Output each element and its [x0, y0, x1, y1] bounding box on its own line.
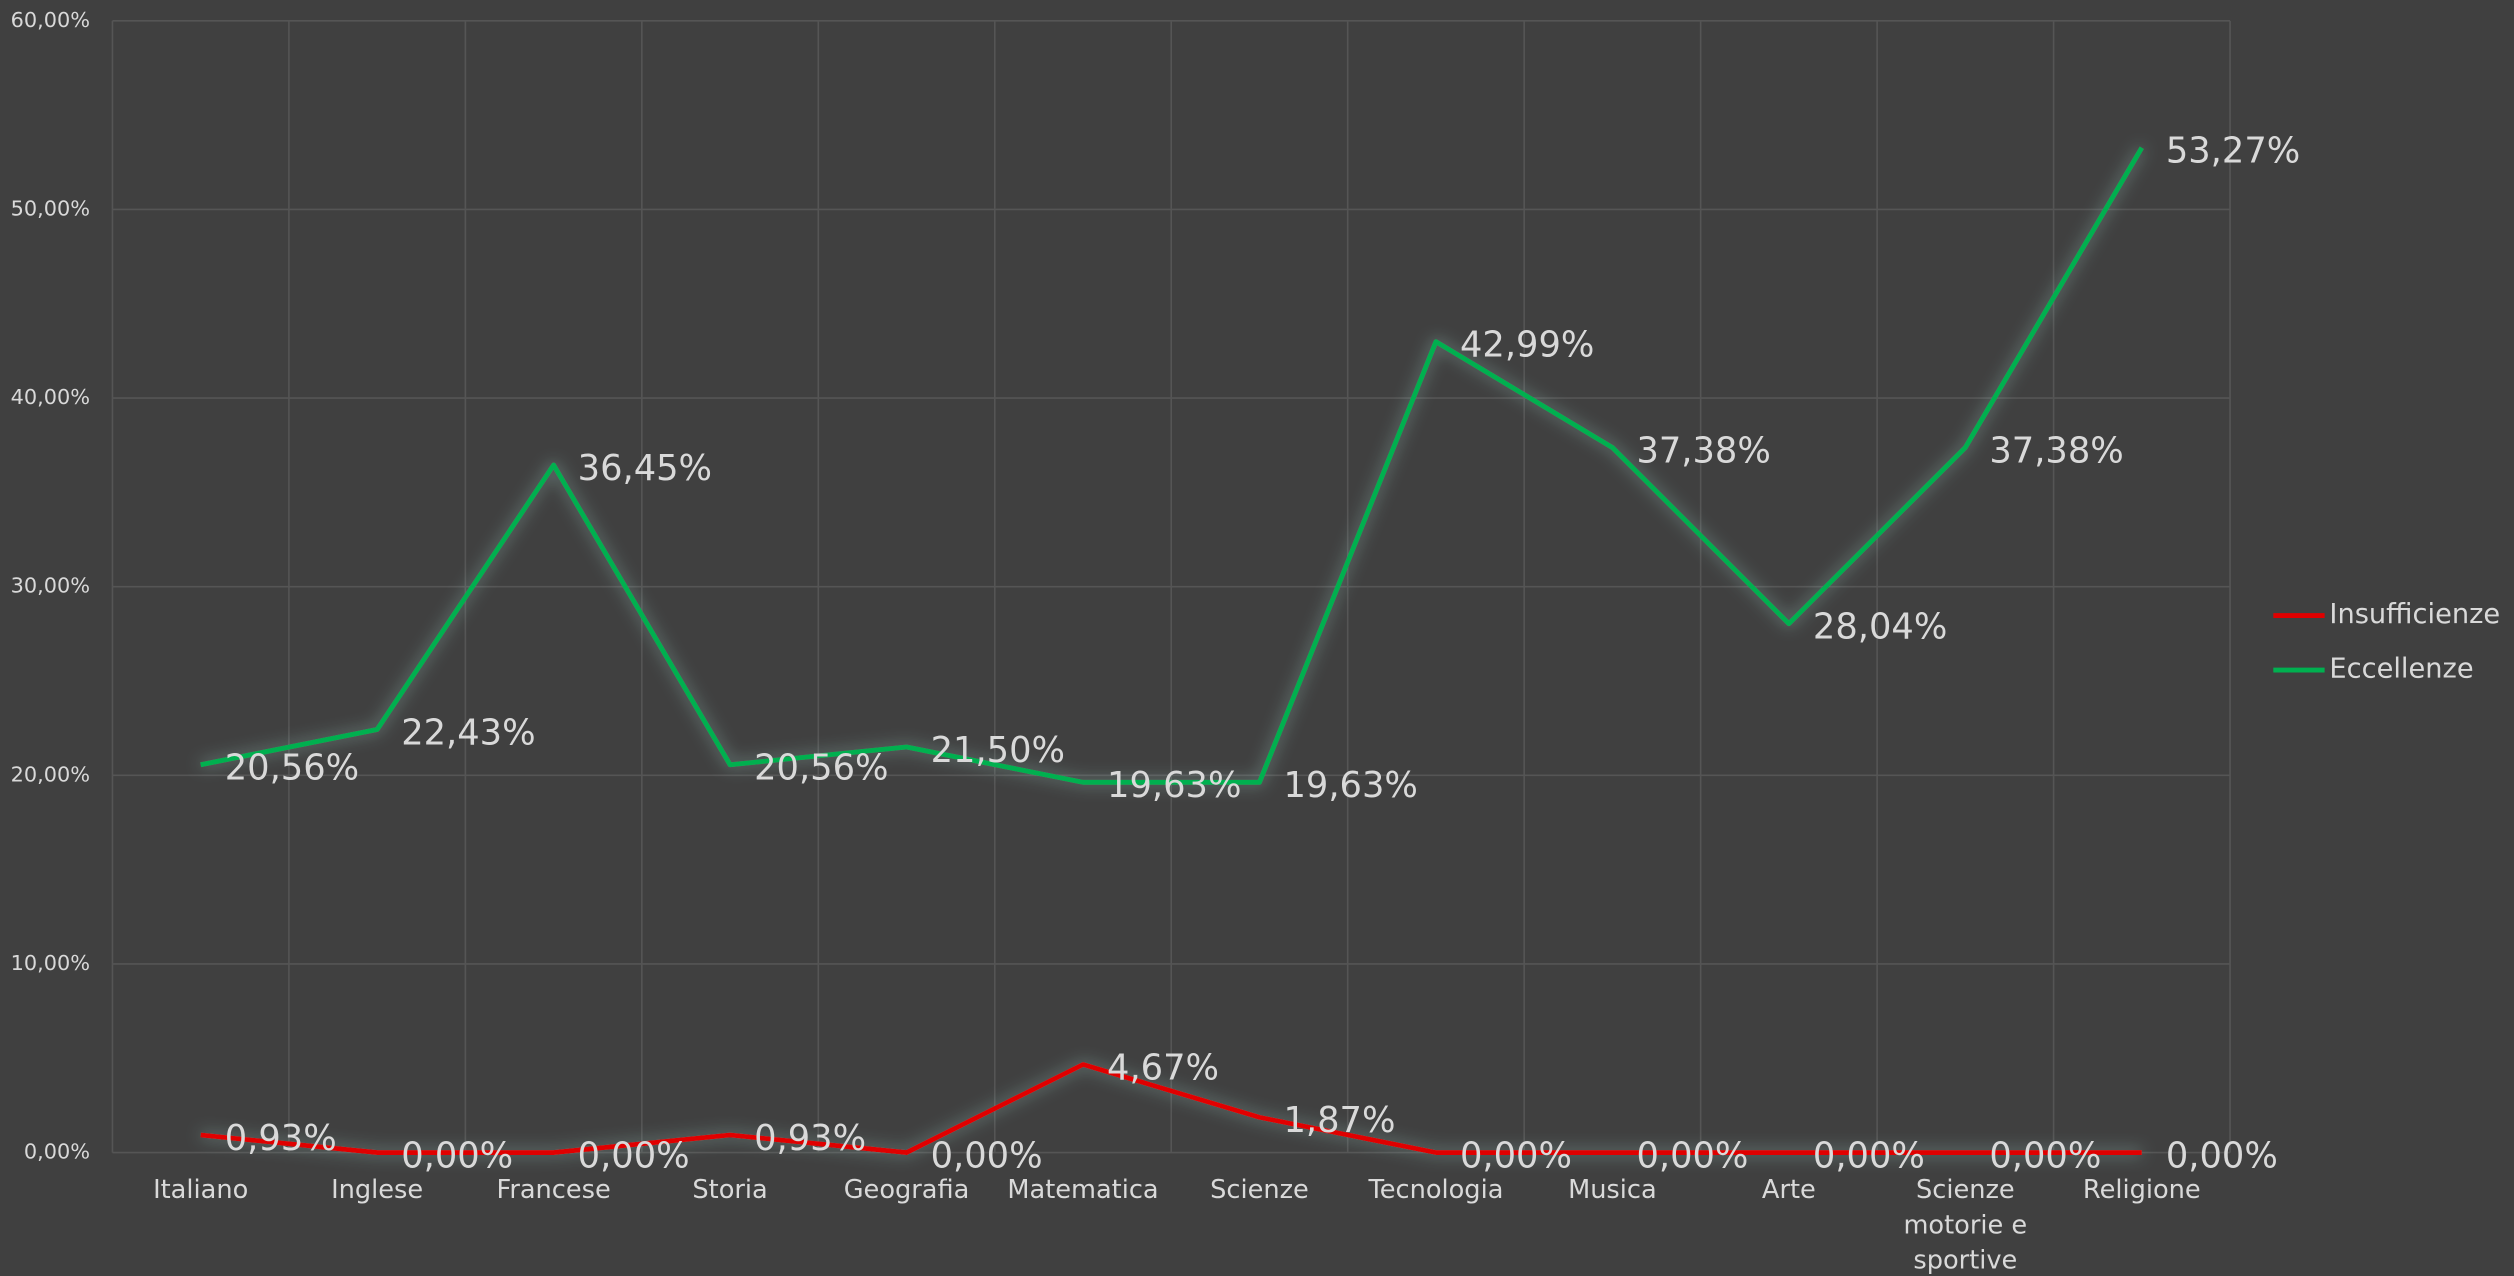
data-label: 20,56%	[225, 748, 359, 789]
data-label: 53,27%	[2166, 131, 2300, 172]
y-tick-label: 0,00%	[24, 1140, 90, 1164]
data-label: 0,93%	[225, 1118, 337, 1159]
data-label: 0,00%	[1460, 1135, 1572, 1176]
data-label: 0,00%	[931, 1135, 1043, 1176]
x-tick-line: sportive	[1913, 1246, 2017, 1276]
y-tick-label: 20,00%	[11, 762, 90, 786]
y-tick-label: 10,00%	[11, 951, 90, 975]
data-label: 37,38%	[1989, 430, 2123, 471]
x-tick-label: Francese	[496, 1175, 610, 1205]
x-tick-label: Tecnologia	[1367, 1175, 1503, 1205]
x-tick-label: Inglese	[331, 1175, 423, 1205]
data-label: 0,93%	[754, 1118, 866, 1159]
data-label: 21,50%	[931, 730, 1065, 771]
data-label: 1,87%	[1284, 1100, 1396, 1141]
data-label: 36,45%	[578, 448, 712, 489]
x-tick-line: Scienze	[1916, 1175, 2015, 1205]
x-tick-label: Scienze	[1210, 1175, 1309, 1205]
y-tick-label: 40,00%	[11, 385, 90, 409]
legend-label: Eccellenze	[2329, 654, 2473, 685]
data-label: 0,00%	[1636, 1135, 1748, 1176]
x-tick-label: Arte	[1762, 1175, 1816, 1205]
x-tick-label: Geografia	[844, 1175, 970, 1205]
x-tick-label: Matematica	[1007, 1175, 1158, 1205]
x-tick-label: Storia	[692, 1175, 767, 1205]
data-label: 19,63%	[1284, 765, 1418, 806]
data-label: 22,43%	[401, 712, 535, 753]
series-line	[200, 1062, 2142, 1155]
data-label: 0,00%	[1813, 1135, 1925, 1176]
series-line	[200, 146, 2144, 785]
data-label: 0,00%	[2166, 1135, 2278, 1176]
x-tick-line: motorie e	[1903, 1210, 2027, 1240]
data-label: 37,38%	[1636, 430, 1770, 471]
x-tick-label: Scienze motorie e sportive	[1903, 1175, 2027, 1276]
data-label: 0,00%	[1989, 1135, 2101, 1176]
data-label: 28,04%	[1813, 606, 1947, 647]
data-label: 0,00%	[578, 1135, 690, 1176]
data-label: 42,99%	[1460, 324, 1594, 365]
legend-label: Insufficienze	[2329, 599, 2500, 630]
data-label: 0,00%	[401, 1135, 513, 1176]
data-label: 19,63%	[1107, 765, 1241, 806]
x-tick-label: Religione	[2083, 1175, 2201, 1205]
data-label: 4,67%	[1107, 1047, 1219, 1088]
data-label: 20,56%	[754, 748, 888, 789]
y-tick-label: 30,00%	[11, 574, 90, 598]
y-tick-label: 60,00%	[11, 8, 90, 32]
x-tick-label: Musica	[1568, 1175, 1657, 1205]
x-tick-label: Italiano	[153, 1175, 248, 1205]
y-tick-label: 50,00%	[11, 196, 90, 220]
